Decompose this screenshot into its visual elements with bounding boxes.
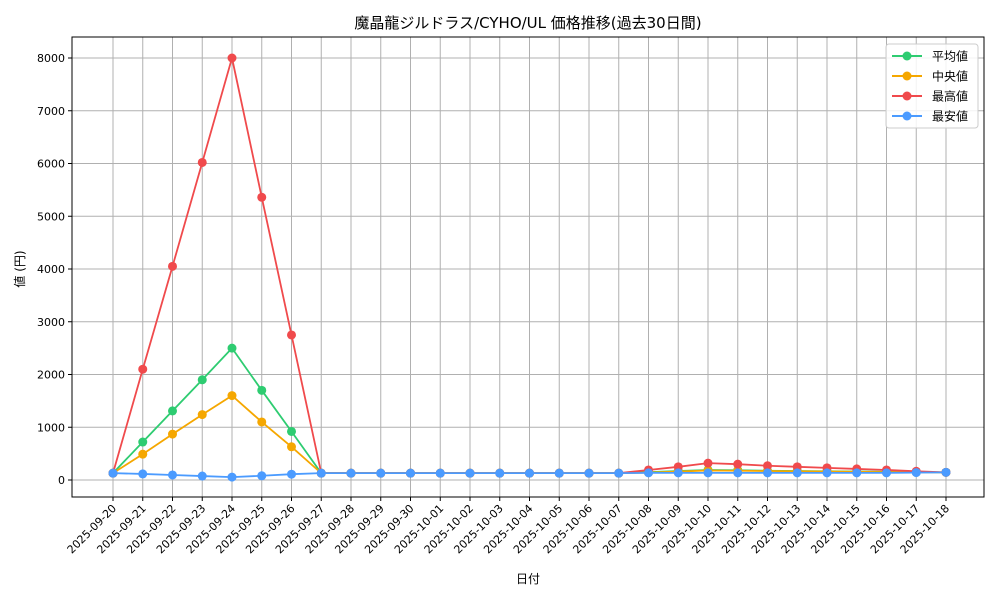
data-point: [435, 468, 445, 478]
legend-item: 最高値: [892, 89, 968, 104]
series-最安値: [108, 467, 951, 482]
y-axis-label: 値 (円): [12, 250, 27, 287]
data-point: [406, 468, 415, 478]
y-tick-label: 7000: [37, 105, 65, 118]
data-point: [911, 468, 921, 478]
data-point: [733, 468, 743, 478]
legend-item: 中央値: [892, 69, 968, 84]
legend-label: 最高値: [932, 89, 968, 104]
data-point: [197, 410, 207, 420]
grid-lines: [72, 37, 984, 497]
data-point: [614, 468, 624, 478]
data-point: [703, 468, 713, 478]
data-point: [644, 468, 653, 478]
data-point: [257, 385, 267, 395]
data-point: [673, 468, 683, 478]
data-point: [763, 468, 772, 478]
data-point: [227, 391, 237, 401]
y-tick-label: 1000: [37, 421, 65, 434]
data-point: [525, 468, 534, 478]
data-point: [763, 461, 772, 471]
legend-item: 最安値: [892, 109, 968, 124]
data-point: [287, 442, 296, 452]
y-tick-label: 4000: [37, 263, 65, 276]
y-tick-label: 8000: [37, 52, 65, 65]
data-point: [733, 459, 743, 469]
y-tick-label: 2000: [37, 369, 65, 382]
data-point: [287, 469, 296, 479]
data-point: [287, 426, 296, 436]
data-point: [108, 468, 118, 478]
data-point: [822, 468, 832, 478]
data-point: [495, 468, 505, 478]
data-point: [168, 406, 177, 416]
y-tick-label: 0: [58, 474, 65, 487]
data-point: [138, 364, 148, 374]
chart-title: 魔晶龍ジルドラス/CYHO/UL 価格推移(過去30日間): [354, 14, 701, 32]
data-point: [197, 157, 207, 167]
data-point: [257, 192, 267, 202]
data-point: [138, 449, 148, 459]
data-point: [168, 261, 177, 271]
y-tick-label: 6000: [37, 158, 65, 171]
data-point: [465, 468, 475, 478]
data-point: [168, 470, 177, 480]
legend-label: 最安値: [932, 109, 968, 124]
y-tick-label: 5000: [37, 210, 65, 223]
axes: 0100020003000400050006000700080002025-09…: [37, 36, 985, 556]
data-point: [316, 468, 326, 478]
data-point: [227, 53, 237, 63]
series-lines: [108, 53, 951, 482]
data-point: [852, 468, 862, 478]
data-point: [554, 468, 564, 478]
data-point: [197, 375, 207, 385]
data-point: [138, 437, 148, 447]
data-point: [257, 417, 267, 427]
legend-label: 平均値: [932, 49, 968, 64]
data-point: [287, 330, 296, 340]
data-point: [703, 458, 713, 468]
y-tick-label: 3000: [37, 316, 65, 329]
data-point: [584, 468, 594, 478]
data-point: [227, 343, 237, 353]
legend-label: 中央値: [932, 69, 968, 84]
data-point: [257, 471, 267, 481]
data-point: [138, 469, 148, 479]
legend-item: 平均値: [892, 49, 968, 64]
x-axis-label: 日付: [516, 572, 540, 586]
data-point: [168, 429, 177, 439]
data-point: [346, 468, 356, 478]
data-point: [882, 468, 891, 478]
data-point: [792, 468, 802, 478]
data-point: [376, 468, 386, 478]
data-point: [197, 471, 207, 481]
data-point: [941, 467, 951, 477]
data-point: [227, 472, 237, 482]
